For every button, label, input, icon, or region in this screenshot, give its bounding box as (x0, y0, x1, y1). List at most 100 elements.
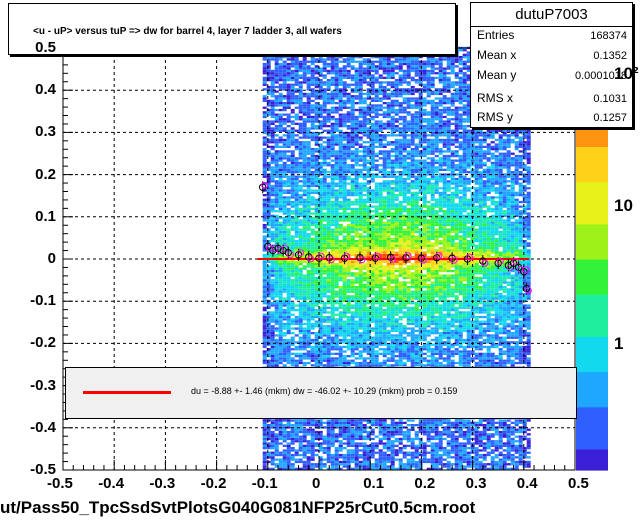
heatmap-cell (306, 191, 311, 194)
heatmap-cell (386, 350, 391, 353)
heatmap-cell (322, 104, 327, 107)
heatmap-cell (358, 281, 363, 284)
heatmap-cell (262, 297, 267, 300)
heatmap-cell (346, 430, 351, 434)
heatmap-cell (282, 157, 287, 160)
heatmap-cell (346, 318, 351, 321)
heatmap-cell (346, 240, 351, 243)
heatmap-cell (286, 306, 291, 309)
heatmap-cell (358, 272, 363, 275)
heatmap-cell (338, 355, 343, 358)
heatmap-cell (334, 214, 339, 217)
heatmap-cell (322, 292, 327, 296)
heatmap-cell (278, 320, 283, 323)
heatmap-cell (302, 249, 307, 252)
heatmap-cell (358, 60, 363, 63)
heatmap-cell (342, 430, 347, 434)
heatmap-cell (322, 205, 327, 208)
heatmap-cell (346, 207, 351, 211)
heatmap-cell (390, 352, 395, 355)
heatmap-cell (354, 272, 359, 275)
heatmap-cell (290, 465, 295, 468)
heatmap-cell (330, 99, 335, 102)
heatmap-cell (382, 92, 387, 96)
heatmap-cell (306, 207, 311, 211)
heatmap-cell (278, 65, 283, 68)
heatmap-cell (386, 104, 391, 107)
heatmap-cell (318, 189, 323, 192)
heatmap-cell (354, 95, 359, 98)
heatmap-cell (330, 152, 335, 155)
heatmap-cell (346, 297, 351, 300)
heatmap-cell (322, 219, 327, 222)
heatmap-cell (326, 152, 331, 155)
heatmap-cell (286, 458, 291, 461)
heatmap-cell (382, 184, 387, 188)
heatmap-cell (322, 191, 327, 194)
heatmap-cell (290, 79, 295, 82)
heatmap-cell (362, 428, 367, 431)
heatmap-cell (278, 279, 283, 282)
heatmap-cell (290, 309, 295, 312)
heatmap-cell (298, 329, 303, 332)
heatmap-cell (302, 194, 307, 197)
heatmap-cell (286, 97, 291, 100)
heatmap-cell (362, 184, 367, 188)
heatmap-cell (366, 348, 371, 351)
heatmap-cell (306, 306, 311, 309)
heatmap-cell (342, 182, 347, 185)
heatmap-cell (346, 157, 351, 160)
heatmap-cell (318, 83, 323, 86)
heatmap-cell (366, 196, 371, 199)
heatmap-cell (294, 364, 299, 367)
heatmap-cell (286, 164, 291, 167)
heatmap-cell (374, 154, 379, 158)
heatmap-cell (358, 221, 363, 224)
heatmap-cell (330, 221, 335, 224)
heatmap-cell (354, 60, 359, 63)
heatmap-cell (386, 447, 391, 450)
heatmap-cell (350, 88, 355, 91)
heatmap-cell (270, 263, 275, 266)
heatmap-cell (294, 297, 299, 300)
heatmap-cell (338, 267, 343, 270)
heatmap-cell (302, 131, 307, 135)
heatmap-cell (370, 159, 375, 162)
heatmap-cell (382, 150, 387, 153)
heatmap-cell (306, 240, 311, 243)
heatmap-cell (294, 219, 299, 222)
heatmap-cell (326, 297, 331, 300)
heatmap-cell (266, 200, 271, 204)
heatmap-cell (310, 309, 315, 312)
heatmap-cell (294, 214, 299, 217)
heatmap-cell (274, 157, 279, 160)
heatmap-cell (338, 196, 343, 199)
heatmap-cell (306, 274, 311, 277)
heatmap-cell (358, 173, 363, 176)
heatmap-cell (318, 311, 323, 314)
heatmap-cell (306, 92, 311, 96)
heatmap-cell (306, 302, 311, 305)
heatmap-cell (298, 125, 303, 128)
heatmap-cell (362, 118, 367, 121)
heatmap-cell (306, 343, 311, 346)
heatmap-cell (350, 200, 355, 204)
heatmap-cell (302, 235, 307, 238)
heatmap-cell (378, 168, 383, 171)
heatmap-cell (298, 357, 303, 360)
heatmap-cell (282, 161, 287, 165)
heatmap-cell (310, 164, 315, 167)
heatmap-cell (266, 210, 271, 213)
heatmap-cell (274, 240, 279, 243)
heatmap-cell (310, 136, 315, 139)
heatmap-cell (266, 327, 271, 330)
heatmap-cell (274, 145, 279, 148)
heatmap-cell (290, 76, 295, 79)
heatmap-cell (326, 198, 331, 201)
heatmap-cell (322, 320, 327, 323)
heatmap-cell (350, 166, 355, 169)
heatmap-cell (350, 449, 355, 452)
heatmap-cell (350, 141, 355, 144)
heatmap-cell (330, 338, 335, 342)
heatmap-cell (386, 274, 391, 277)
